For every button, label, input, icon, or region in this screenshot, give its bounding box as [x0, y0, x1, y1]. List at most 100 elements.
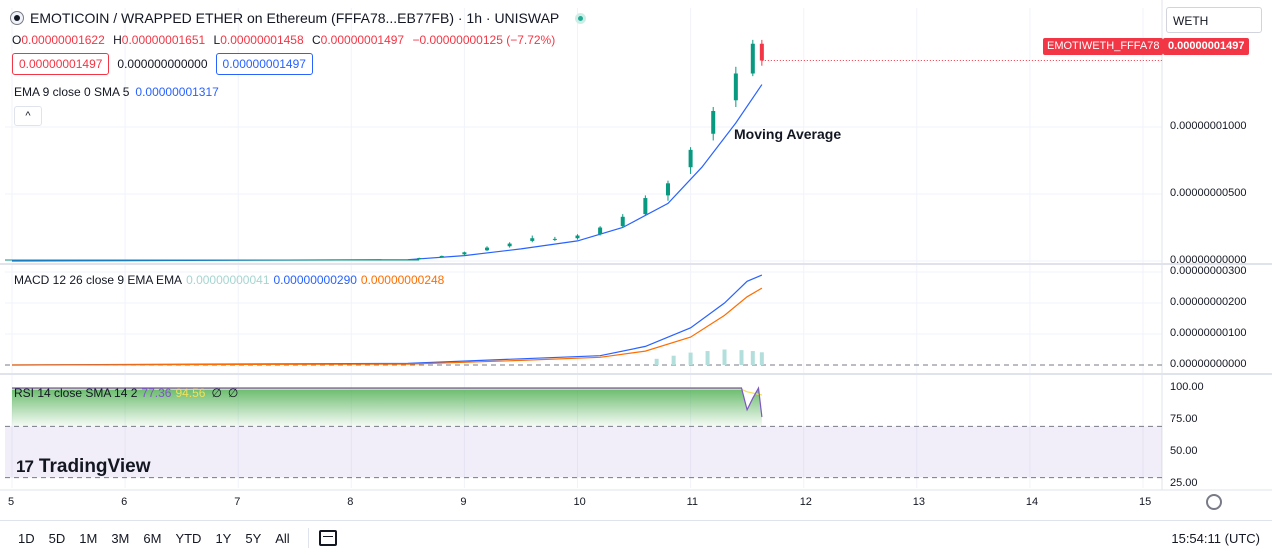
time-axis-label: 12: [799, 496, 812, 508]
settings-gear-icon[interactable]: [1206, 494, 1222, 510]
tradingview-logo-text: TradingView: [38, 456, 151, 477]
price-axis-label: 0.00000000500: [1170, 187, 1247, 200]
range-button-1y[interactable]: 1Y: [215, 530, 232, 546]
chart-annotation: Moving Average: [734, 126, 842, 142]
candle-body: [620, 216, 625, 227]
change-value: −0.00000000125 (−7.72%): [412, 33, 556, 47]
candle-body: [759, 43, 764, 61]
macd-hist-bar: [705, 351, 710, 365]
rsi-axis-label: 50.00: [1170, 445, 1198, 457]
range-button-3m[interactable]: 3M: [111, 530, 130, 546]
close-key: C: [312, 33, 321, 47]
low-key: L: [213, 33, 221, 47]
tradingview-logo-icon: 17: [16, 457, 34, 476]
candle-body: [643, 198, 648, 215]
symbol-title: EMOTICOIN / WRAPPED ETHER on Ethereum (F…: [30, 10, 560, 26]
range-button-all[interactable]: All: [275, 530, 290, 546]
rsi-background: [5, 364, 1162, 479]
candle-body: [733, 73, 738, 101]
buy-button[interactable]: 0.00000001497: [215, 53, 313, 75]
time-axis-label: 10: [573, 496, 586, 508]
high-key: H: [113, 33, 122, 47]
last-price-value-label: 0.00000001497: [1163, 38, 1250, 55]
ema-line: [11, 84, 763, 262]
range-button-6m[interactable]: 6M: [143, 530, 162, 546]
bottom-toolbar: 1D 5D 1M 3M 6M YTD 1Y 5Y All 15:54:11 (UTC): [0, 520, 1272, 555]
last-price-symbol-label: EMOTIWETH_FFFA78: [1043, 38, 1164, 55]
rsi-value: 77.36: [141, 386, 172, 400]
candle-body: [750, 43, 755, 74]
macd-hist-bar: [654, 358, 659, 365]
macd-value: 0.00000000290: [273, 273, 357, 287]
macd-legend-label: MACD 12 26 close 9 EMA EMA: [14, 273, 183, 287]
candle-body: [552, 238, 557, 240]
rsi-axis-label: 75.00: [1170, 413, 1198, 425]
range-button-1d[interactable]: 1D: [18, 530, 35, 546]
signal-line: [11, 287, 763, 366]
rsi-line: [12, 386, 763, 418]
calendar-icon[interactable]: [318, 530, 337, 546]
time-axis-label: 9: [460, 496, 467, 508]
ema-legend-label: EMA 9 close 0 SMA 5: [14, 85, 130, 99]
rsi-ma-value: 94.56: [175, 386, 206, 400]
range-buttons: 1D 5D 1M 3M 6M YTD 1Y 5Y All: [18, 531, 304, 546]
symbol-header[interactable]: EMOTICOIN / WRAPPED ETHER on Ethereum (F…: [10, 10, 587, 26]
low-value: 0.00000001458: [220, 33, 304, 47]
macd-hist-value: 0.00000000041: [186, 273, 270, 287]
range-button-5d[interactable]: 5D: [48, 530, 66, 546]
ema-legend[interactable]: EMA 9 close 0 SMA 5 0.00000001317: [14, 85, 219, 99]
range-button-ytd[interactable]: YTD: [175, 530, 202, 546]
utc-clock[interactable]: 15:54:11 (UTC): [1171, 531, 1260, 546]
macd-histogram: [654, 349, 764, 365]
time-axis-label: 11: [686, 496, 699, 508]
ohlc-legend: O0.00000001622 H0.00000001651 L0.0000000…: [12, 33, 560, 47]
macd-legend[interactable]: MACD 12 26 close 9 EMA EMA 0.00000000041 0…: [14, 273, 444, 287]
rsi-overbought-fill: [12, 388, 762, 427]
range-button-5y[interactable]: 5Y: [245, 530, 262, 546]
time-axis-label: 15: [1139, 496, 1152, 508]
collapse-legend-button[interactable]: ^: [14, 106, 42, 126]
price-axis-label: 0.00000000000: [1170, 254, 1247, 266]
time-axis-label: 5: [8, 496, 15, 508]
rsi-axis-label: 25.00: [1170, 477, 1198, 489]
chart-canvas[interactable]: [0, 0, 1272, 520]
macd-hist-bar: [759, 352, 764, 365]
rsi-band: [5, 426, 1162, 478]
close-value: 0.00000001497: [320, 33, 405, 47]
rsi-legend-label: RSI 14 close SMA 14 2: [14, 386, 138, 400]
rsi-legend[interactable]: RSI 14 close SMA 14 2 77.36 94.56 ∅ ∅: [14, 386, 238, 400]
quote-currency-input[interactable]: WETH: [1166, 7, 1262, 33]
macd-axis-label: 0.00000000200: [1170, 296, 1247, 308]
macd-hist-bar: [671, 355, 676, 365]
macd-axis-label: 0.00000000000: [1170, 358, 1247, 370]
market-status-icon: [575, 12, 587, 24]
open-value: 0.00000001622: [21, 33, 105, 47]
candle-body: [598, 227, 603, 235]
macd-hist-bar: [722, 349, 727, 365]
ema-legend-value: 0.00000001317: [135, 85, 219, 99]
rsi-axis-label: 100.00: [1170, 381, 1204, 393]
macd-hist-bar: [750, 351, 755, 365]
range-button-1m[interactable]: 1M: [79, 530, 98, 546]
time-axis-label: 14: [1025, 496, 1039, 508]
macd-line: [11, 274, 763, 366]
macd-axis-label: 0.00000000100: [1170, 327, 1247, 339]
candle-body: [688, 149, 693, 168]
pane-separators: [0, 0, 1272, 491]
sell-button[interactable]: 0.00000001497: [12, 53, 110, 75]
time-axis-label: 13: [912, 496, 926, 508]
token-icon: [10, 11, 24, 25]
candle-body: [711, 110, 716, 134]
spread-value: 0.000000000000: [117, 57, 208, 71]
macd-hist-bar: [739, 350, 744, 365]
grid-lines: [5, 8, 1162, 488]
time-axis-label: 7: [234, 496, 241, 508]
candle-body: [507, 243, 512, 247]
toolbar-divider: [307, 528, 309, 548]
trade-pills: 0.00000001497 0.000000000000 0.000000014…: [12, 53, 313, 75]
candle-body: [575, 235, 580, 239]
candle-body: [665, 183, 670, 196]
tradingview-logo[interactable]: 17 TradingView: [16, 456, 151, 478]
macd-signal-value: 0.00000000248: [360, 273, 445, 287]
macd-hist-bar: [688, 352, 693, 365]
